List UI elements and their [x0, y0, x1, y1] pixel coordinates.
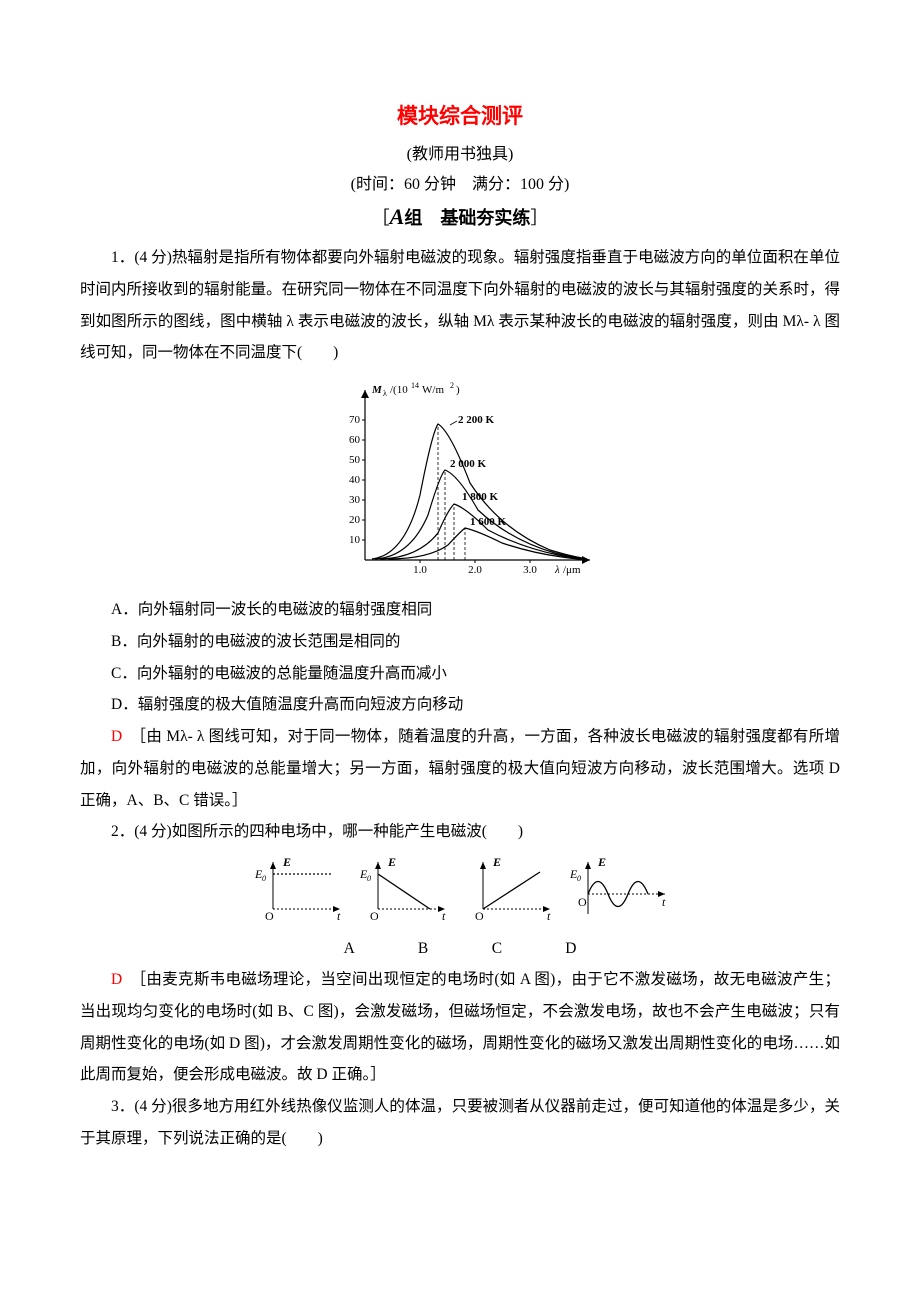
svg-text:70: 70 [349, 414, 361, 426]
q1-option-c: C．向外辐射的电磁波的总能量随温度升高而减小 [80, 658, 840, 690]
svg-text:λ: λ [554, 564, 560, 576]
q2-chart: E 0 E O t E 0 E O t [80, 854, 840, 929]
q1-answer: D ［由 Mλ- λ 图线可知，对于同一物体，随着温度的升高，一方面，各种波长电… [80, 721, 840, 816]
svg-text:1 600 K: 1 600 K [470, 516, 507, 528]
efield-panels-svg: E 0 E O t E 0 E O t [245, 854, 675, 924]
opt-c: C [462, 933, 532, 964]
q1-option-d: D．辐射强度的极大值随温度升高而向短波方向移动 [80, 689, 840, 721]
svg-text:W/m: W/m [422, 384, 444, 396]
q1-text: 热辐射是指所有物体都要向外辐射电磁波的现象。辐射强度指垂直于电磁波方向的单位面积… [80, 249, 840, 361]
svg-text:t: t [662, 895, 666, 909]
svg-text:E: E [282, 855, 291, 869]
svg-text:0: 0 [367, 874, 371, 883]
q2-num: 2．(4 分) [111, 823, 172, 840]
bracket-left: ［ [372, 208, 390, 228]
q1-chart: 10 20 30 40 50 60 70 1.0 2.0 3.0 M λ /(1… [80, 375, 840, 590]
opt-a: A [314, 933, 384, 964]
q2-answer: D ［由麦克斯韦电磁场理论，当空间出现恒定的电场时(如 A 图)，由于它不激发磁… [80, 964, 840, 1091]
svg-text:O: O [370, 909, 379, 923]
svg-text:2.0: 2.0 [468, 564, 482, 576]
svg-text:O: O [475, 909, 484, 923]
svg-text:t: t [547, 909, 551, 923]
q3-stem: 3．(4 分)很多地方用红外线热像仪监测人的体温，只要被测者从仪器前走过，便可知… [80, 1091, 840, 1155]
opt-d: D [536, 933, 606, 964]
section-header: ［A组 基础夯实练］ [80, 204, 840, 230]
svg-text:14: 14 [411, 381, 419, 390]
svg-text:2 000 K: 2 000 K [450, 458, 487, 470]
bracket-right: ］ [530, 208, 548, 228]
section-label: 组 基础夯实练 [404, 208, 530, 228]
svg-text:t: t [337, 909, 341, 923]
blackbody-chart-svg: 10 20 30 40 50 60 70 1.0 2.0 3.0 M λ /(1… [310, 375, 610, 585]
svg-text:60: 60 [349, 434, 361, 446]
svg-text:1.0: 1.0 [413, 564, 427, 576]
q2-answer-text: ［由麦克斯韦电磁场理论，当空间出现恒定的电场时(如 A 图)，由于它不激发磁场，… [80, 971, 840, 1083]
svg-text:M: M [371, 384, 383, 396]
svg-text:O: O [265, 909, 274, 923]
svg-text:E: E [387, 855, 396, 869]
svg-text:2: 2 [450, 381, 454, 390]
q2-text: 如图所示的四种电场中，哪一种能产生电磁波( ) [172, 823, 523, 840]
svg-text:10: 10 [349, 534, 361, 546]
opt-b: B [388, 933, 458, 964]
svg-text:50: 50 [349, 454, 361, 466]
svg-text:O: O [578, 895, 587, 909]
q1-stem: 1．(4 分)热辐射是指所有物体都要向外辐射电磁波的现象。辐射强度指垂直于电磁波… [80, 242, 840, 369]
q3-text: 很多地方用红外线热像仪监测人的体温，只要被测者从仪器前走过，便可知道他的体温是多… [80, 1098, 840, 1147]
q3-num: 3．(4 分) [111, 1098, 172, 1115]
svg-text:0: 0 [262, 874, 266, 883]
q2-stem: 2．(4 分)如图所示的四种电场中，哪一种能产生电磁波( ) [80, 816, 840, 848]
q1-num: 1．(4 分) [111, 249, 172, 266]
svg-text:/(10: /(10 [390, 384, 408, 396]
svg-text:/μm: /μm [563, 564, 581, 576]
svg-text:2 200 K: 2 200 K [458, 414, 495, 426]
svg-text:λ: λ [383, 389, 387, 398]
svg-text:20: 20 [349, 514, 361, 526]
svg-text:E: E [597, 855, 606, 869]
page: 模块综合测评 (教师用书独具) (时间：60 分钟 满分：100 分) ［A组 … [0, 0, 920, 1302]
q1-answer-text: ［由 Mλ- λ 图线可知，对于同一物体，随着温度的升高，一方面，各种波长电磁波… [80, 728, 840, 809]
q1-answer-letter: D [111, 728, 122, 745]
subtitle-1: (教师用书独具) [80, 140, 840, 164]
svg-text:): ) [456, 384, 460, 396]
q2-answer-letter: D [111, 971, 122, 988]
svg-text:3.0: 3.0 [523, 564, 537, 576]
svg-text:30: 30 [349, 494, 361, 506]
page-title: 模块综合测评 [80, 100, 840, 130]
svg-text:1 800 K: 1 800 K [462, 491, 499, 503]
svg-text:40: 40 [349, 474, 361, 486]
q1-option-a: A．向外辐射同一波长的电磁波的辐射强度相同 [80, 594, 840, 626]
svg-text:E: E [492, 855, 501, 869]
svg-text:t: t [442, 909, 446, 923]
section-a: A [390, 204, 405, 229]
subtitle-2: (时间：60 分钟 满分：100 分) [80, 170, 840, 194]
svg-text:0: 0 [577, 874, 581, 883]
q2-option-labels: A B C D [80, 933, 840, 964]
q1-option-b: B．向外辐射的电磁波的波长范围是相同的 [80, 626, 840, 658]
